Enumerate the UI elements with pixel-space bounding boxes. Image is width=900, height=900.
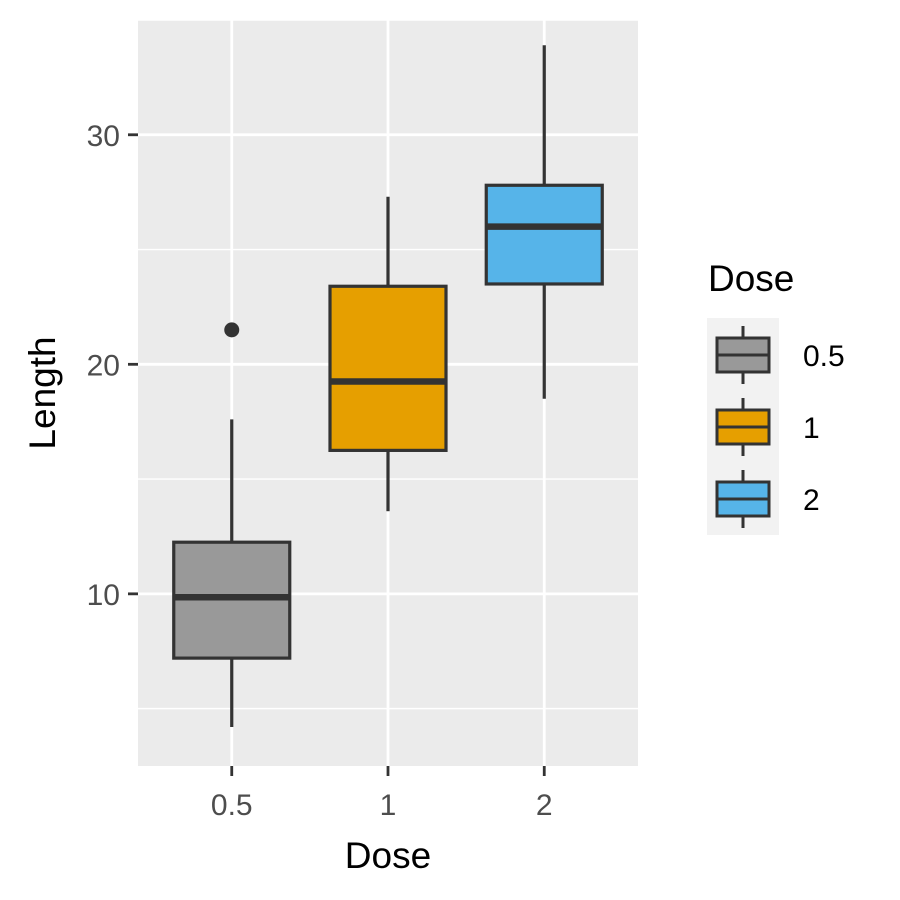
x-tick-label: 2 bbox=[536, 789, 553, 822]
box-body bbox=[484, 183, 604, 286]
axes: 10 20 30 0.5 1 2 bbox=[87, 120, 553, 822]
box-0-5 bbox=[172, 322, 292, 727]
box-series bbox=[172, 45, 604, 727]
y-axis-title: Length bbox=[22, 336, 63, 449]
box-body bbox=[328, 284, 448, 452]
box-2 bbox=[484, 45, 604, 399]
y-tick-label: 20 bbox=[87, 349, 120, 382]
legend-item-1: 1 bbox=[715, 398, 820, 456]
legend-label: 1 bbox=[803, 412, 820, 445]
legend-title: Dose bbox=[708, 258, 794, 299]
legend: Dose 0.5 1 2 bbox=[707, 258, 845, 535]
legend-label: 0.5 bbox=[803, 340, 845, 373]
x-axis-title: Dose bbox=[345, 835, 431, 876]
y-tick-label: 30 bbox=[87, 120, 120, 153]
legend-item-2: 2 bbox=[715, 470, 820, 528]
y-tick-label: 10 bbox=[87, 579, 120, 612]
box-1 bbox=[328, 196, 448, 512]
legend-item-0-5: 0.5 bbox=[715, 326, 845, 384]
x-tick-label: 1 bbox=[380, 789, 397, 822]
legend-label: 2 bbox=[803, 484, 820, 517]
x-tick-label: 0.5 bbox=[211, 789, 253, 822]
outlier-point bbox=[224, 322, 240, 338]
